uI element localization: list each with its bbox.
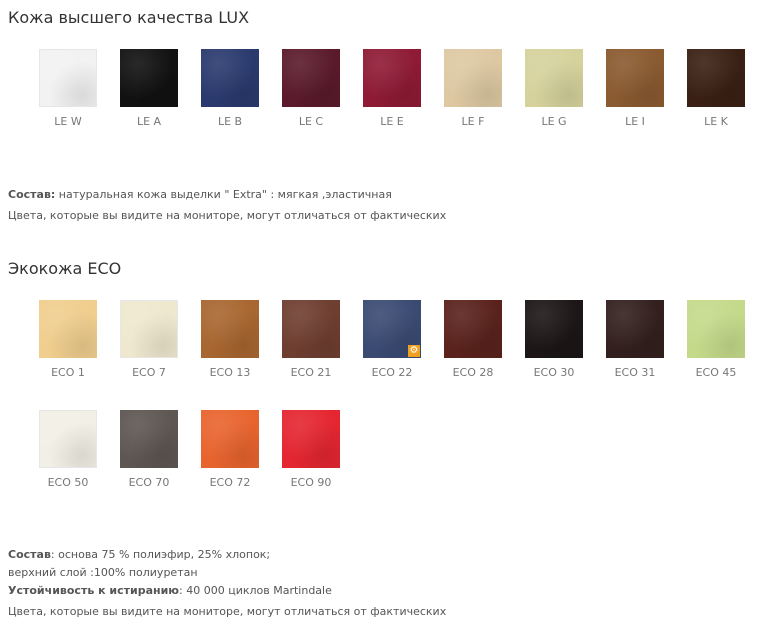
swatch-item[interactable]: ECO 50 [39,410,97,489]
eco-composition-label: Состав [8,548,51,561]
swatch-item[interactable]: ECO 7 [120,300,178,379]
color-swatch[interactable] [201,49,259,107]
lux-section-title: Кожа высшего качества LUX [8,8,250,27]
swatch-label: ECO 1 [51,366,85,379]
color-swatch[interactable] [120,49,178,107]
swatch-label: ECO 13 [209,366,251,379]
color-swatch[interactable] [687,300,745,358]
swatch-item[interactable]: LE E [363,49,421,128]
color-swatch[interactable] [39,410,97,468]
swatch-item[interactable]: LE F [444,49,502,128]
swatch-label: ECO 50 [47,476,89,489]
swatch-label: ECO 21 [290,366,332,379]
lux-composition-text: натуральная кожа выделки " Extra" : мягк… [55,188,392,201]
color-swatch[interactable] [525,300,583,358]
color-swatch[interactable] [39,49,97,107]
color-swatch[interactable] [201,410,259,468]
swatch-item[interactable]: ECO 72 [201,410,259,489]
swatch-item[interactable]: ⚙ ECO 22 [363,300,421,379]
swatch-item[interactable]: LE K [687,49,745,128]
lux-composition-label: Состав: [8,188,56,201]
color-swatch[interactable] [606,300,664,358]
swatch-item[interactable]: LE A [120,49,178,128]
color-swatch[interactable] [201,300,259,358]
swatch-label: ECO 90 [290,476,332,489]
eco-composition-text: : основа 75 % полиэфир, 25% хлопок; [50,548,271,561]
eco-composition-line2: верхний слой :100% полиуретан [8,566,198,579]
swatch-label: ECO 72 [209,476,251,489]
color-swatch[interactable] [120,410,178,468]
color-swatch[interactable] [282,49,340,107]
swatch-item[interactable]: ECO 45 [687,300,745,379]
swatch-label: LE I [625,115,645,128]
swatch-item[interactable]: LE I [606,49,664,128]
color-swatch[interactable] [39,300,97,358]
swatch-item[interactable]: ECO 21 [282,300,340,379]
swatch-item[interactable]: ECO 30 [525,300,583,379]
swatch-item[interactable]: ECO 13 [201,300,259,379]
swatch-label: ECO 30 [533,366,575,379]
swatch-label: ECO 31 [614,366,656,379]
swatch-label: LE F [461,115,485,128]
swatch-label: ECO 45 [695,366,737,379]
color-swatch[interactable] [444,300,502,358]
color-swatch[interactable]: ⚙ [363,300,421,358]
swatch-item[interactable]: LE C [282,49,340,128]
lux-info: Состав: натуральная кожа выделки " Extra… [8,186,446,225]
color-swatch[interactable] [687,49,745,107]
swatch-item[interactable]: ECO 1 [39,300,97,379]
swatch-item[interactable]: LE B [201,49,259,128]
eco-abrasion-text: : 40 000 циклов Martindale [179,584,332,597]
eco-abrasion-label: Устойчивость к истиранию [8,584,180,597]
eco-info: Состав: основа 75 % полиэфир, 25% хлопок… [8,546,446,621]
color-swatch[interactable] [282,410,340,468]
lux-disclaimer: Цвета, которые вы видите на мониторе, мо… [8,209,447,222]
color-swatch[interactable] [282,300,340,358]
eco-abrasion: Устойчивость к истиранию: 40 000 циклов … [8,582,446,600]
lux-composition: Состав: натуральная кожа выделки " Extra… [8,186,446,204]
swatch-label: LE E [380,115,404,128]
swatch-label: LE W [54,115,82,128]
color-swatch[interactable] [363,49,421,107]
swatch-item[interactable]: ECO 28 [444,300,502,379]
color-swatch[interactable] [525,49,583,107]
eco-section-title: Экокожа ECO [8,259,122,278]
swatch-label: LE G [541,115,567,128]
swatch-label: LE K [704,115,728,128]
color-swatch[interactable] [606,49,664,107]
swatch-item[interactable]: ECO 31 [606,300,664,379]
swatch-item[interactable]: ECO 90 [282,410,340,489]
color-swatch[interactable] [444,49,502,107]
color-swatch[interactable] [120,300,178,358]
swatch-label: LE B [217,115,243,128]
swatch-item[interactable]: ECO 70 [120,410,178,489]
eco-composition: Состав: основа 75 % полиэфир, 25% хлопок… [8,546,446,564]
eco-disclaimer: Цвета, которые вы видите на мониторе, мо… [8,605,447,618]
swatch-label: ECO 7 [132,366,166,379]
swatch-label: ECO 28 [452,366,494,379]
swatch-label: LE C [298,115,324,128]
swatch-label: ECO 22 [371,366,413,379]
swatch-label: ECO 70 [128,476,170,489]
gear-icon[interactable]: ⚙ [408,345,420,357]
swatch-item[interactable]: LE G [525,49,583,128]
swatch-label: LE A [136,115,162,128]
swatch-item[interactable]: LE W [39,49,97,128]
